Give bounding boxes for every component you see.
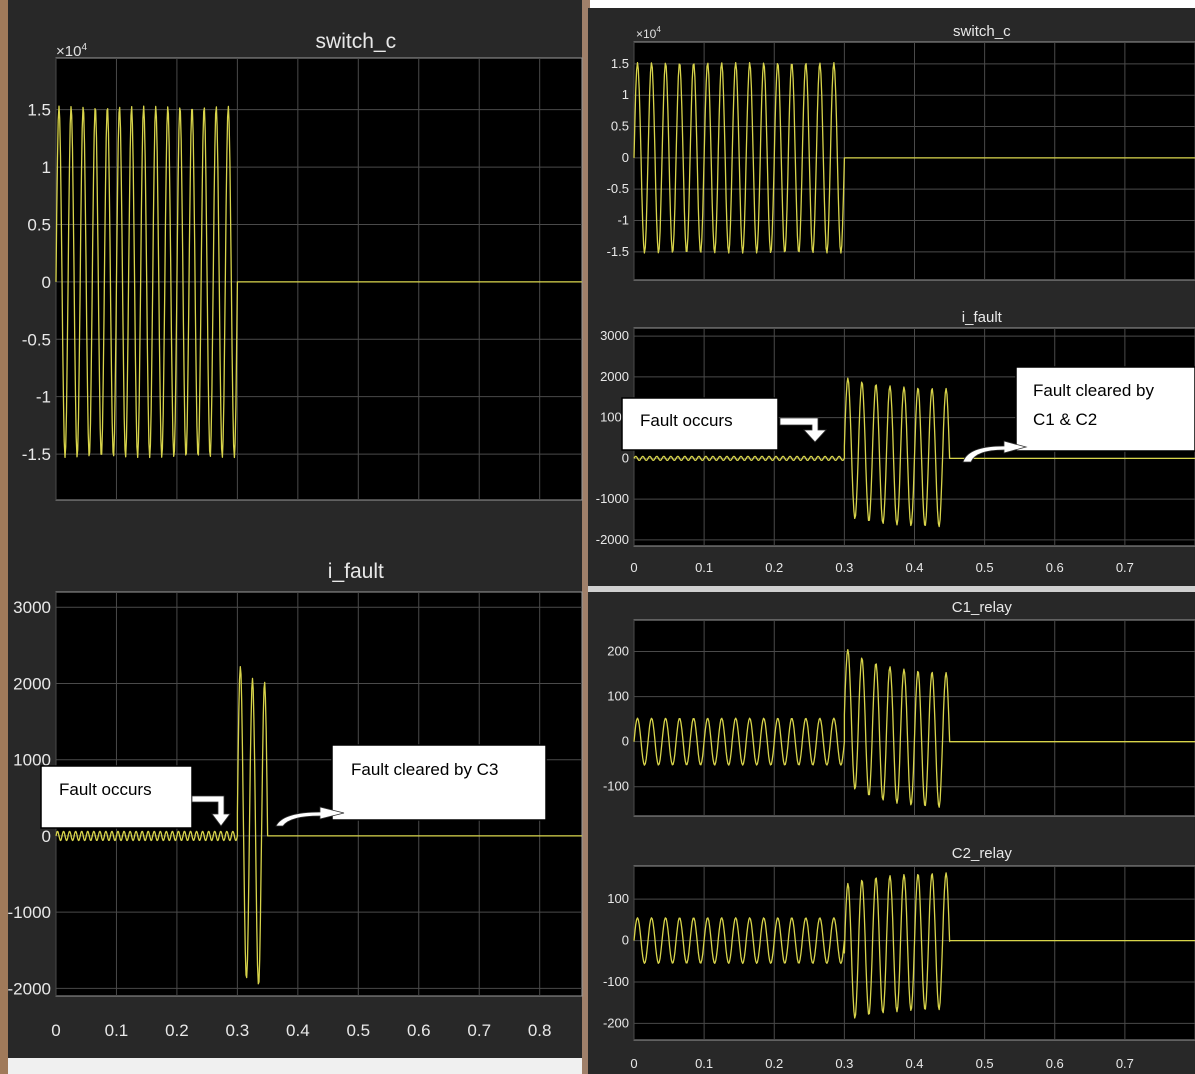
left-switch-c-chart: -1.5 -1 -0.5 0 0.5 1 1.5 switch_c ×104 [22, 30, 583, 501]
right-c2-relay-x-tick-label: 0.1 [695, 1056, 713, 1071]
right-i-fault-x-tick-label: 0 [630, 560, 637, 575]
left-switch-c-plot-area [55, 57, 583, 501]
left-i-fault-x-tick-label: 0.6 [407, 1021, 431, 1040]
right-fault-cleared-arrow-icon [962, 440, 1028, 463]
left-fault-cleared-text: Fault cleared by C3 [351, 760, 498, 779]
right-fault-occurs-box [621, 397, 779, 451]
left-fault-occurs-box [40, 765, 193, 829]
right-switch-c-title: switch_c [953, 23, 1011, 40]
right-i-fault-y-tick-label: 2000 [600, 369, 629, 384]
left-switch-c-y-tick-label: 1 [42, 158, 51, 177]
left-fault-occurs-callout: Fault occurs [40, 765, 193, 829]
left-i-fault-y-tick-label: 1000 [13, 751, 51, 770]
left-i-fault-x-tick-label: 0.8 [528, 1021, 552, 1040]
left-i-fault-y-tick-label: 3000 [13, 598, 51, 617]
right-c2-relay-y-tick-label: 0 [622, 933, 629, 948]
right-c2-relay-x-tick-label: 0 [630, 1056, 637, 1071]
right-i-fault-x-tick-label: 0.2 [765, 560, 783, 575]
right-c2-relay-series-0-trace [633, 872, 1195, 1019]
left-i-fault-x-tick-label: 0.4 [286, 1021, 310, 1040]
right-i-fault-x-tick-label: 0.4 [905, 560, 923, 575]
right-i-fault-x-tick-label: 0.3 [835, 560, 853, 575]
left-switch-c-y-tick-label: 1.5 [27, 101, 51, 120]
left-i-fault-title: i_fault [328, 560, 384, 583]
left-i-fault-series-0-trace [55, 666, 582, 985]
left-switch-c-y-tick-label: 0.5 [27, 215, 51, 234]
left-switch-c-y-tick-label: -1 [36, 388, 51, 407]
right-fault-cleared-text-line1: Fault cleared by [1033, 381, 1154, 400]
right-i-fault-y-tick-label: -1000 [596, 491, 629, 506]
right-c1-relay-title: C1_relay [952, 599, 1013, 616]
left-fault-cleared-box [331, 744, 547, 821]
right-i-fault-x-tick-label: 0.1 [695, 560, 713, 575]
left-i-fault-x-tick-label: 0 [51, 1021, 60, 1040]
left-switch-c-y-tick-label: 0 [42, 273, 51, 292]
left-i-fault-y-tick-label: -1000 [8, 903, 51, 922]
right-switch-c-y-tick-label: -1 [617, 213, 629, 228]
right-i-fault-x-tick-label: 0.5 [976, 560, 994, 575]
left-fault-occurs-text: Fault occurs [59, 780, 152, 799]
right-switch-c-y-tick-label: -1.5 [607, 244, 629, 259]
right-c2-relay-y-tick-label: -200 [603, 1015, 629, 1030]
left-switch-c-exponent-label: ×104 [56, 42, 87, 60]
right-switch-c-y-tick-label: 1 [622, 87, 629, 102]
right-c1-relay-y-tick-label: 200 [607, 644, 629, 659]
left-bottom-strip [8, 1058, 584, 1074]
left-i-fault-x-tick-label: 0.5 [346, 1021, 370, 1040]
right-c2-relay-x-tick-label: 0.7 [1116, 1056, 1134, 1071]
right-fault-occurs-arrow-icon [779, 417, 827, 443]
right-c1-relay-y-tick-label: 100 [607, 689, 629, 704]
right-c2-relay-y-tick-label: 100 [607, 891, 629, 906]
right-fault-occurs-text: Fault occurs [640, 411, 733, 430]
right-c2-relay-title: C2_relay [952, 845, 1013, 862]
right-i-fault-x-tick-label: 0.6 [1046, 560, 1064, 575]
right-switch-c-exponent-label: ×104 [636, 25, 661, 41]
left-i-fault-x-tick-label: 0.1 [105, 1021, 129, 1040]
right-c2-relay-x-tick-label: 0.3 [835, 1056, 853, 1071]
right-i-fault-title: i_fault [962, 309, 1003, 326]
right-fault-cleared-callout: Fault cleared by C1 & C2 [1015, 366, 1195, 452]
left-fault-cleared-arrow-icon [275, 806, 345, 827]
right-c2-relay-chart: 0 0.1 0.2 0.3 0.4 0.5 0.6 0.7 -200 -100 0 100 C2_rel… [603, 845, 1195, 1071]
left-i-fault-x-tick-label: 0.7 [467, 1021, 491, 1040]
left-i-fault-y-tick-label: 0 [42, 827, 51, 846]
right-c1-relay-series-0-trace [633, 648, 1195, 808]
left-fault-cleared-callout: Fault cleared by C3 [331, 744, 547, 821]
right-c2-relay-x-tick-label: 0.2 [765, 1056, 783, 1071]
right-switch-c-y-tick-label: 0.5 [611, 119, 629, 134]
left-fault-occurs-arrow-icon [191, 795, 231, 827]
right-c2-relay-y-tick-label: -100 [603, 974, 629, 989]
right-fault-cleared-text-line2: C1 & C2 [1033, 410, 1097, 429]
left-i-fault-y-tick-label: -2000 [8, 979, 51, 998]
right-fault-occurs-callout: Fault occurs [621, 397, 779, 451]
left-i-fault-x-tick-label: 0.2 [165, 1021, 189, 1040]
left-switch-c-title: switch_c [316, 30, 397, 53]
right-panel-gap [588, 586, 1195, 592]
right-i-fault-x-tick-label: 0.7 [1116, 560, 1134, 575]
right-i-fault-y-tick-label: 0 [622, 450, 629, 465]
right-switch-c-y-tick-label: -0.5 [607, 181, 629, 196]
right-c1-relay-chart: -100 0 100 200 C1_relay [603, 599, 1195, 817]
right-switch-c-y-tick-label: 1.5 [611, 56, 629, 71]
left-switch-c-y-tick-label: -0.5 [22, 330, 51, 349]
right-i-fault-series-0-trace [633, 377, 1195, 528]
left-i-fault-x-tick-label: 0.3 [226, 1021, 250, 1040]
right-switch-c-chart: -1.5 -1 -0.5 0 0.5 1 1.5 switch_c ×104 [607, 23, 1195, 281]
right-fault-cleared-box [1015, 366, 1195, 452]
right-c2-relay-x-tick-label: 0.5 [976, 1056, 994, 1071]
right-c2-relay-x-tick-label: 0.4 [905, 1056, 923, 1071]
right-switch-c-y-tick-label: 0 [622, 150, 629, 165]
right-c1-relay-y-tick-label: -100 [603, 779, 629, 794]
right-switch-c-series-0-trace [633, 62, 1195, 254]
right-c1-relay-y-tick-label: 0 [622, 734, 629, 749]
left-i-fault-y-tick-label: 2000 [13, 674, 51, 693]
right-i-fault-y-tick-label: 3000 [600, 328, 629, 343]
panel-divider [582, 0, 590, 1074]
left-switch-c-y-tick-label: -1.5 [22, 445, 51, 464]
right-c2-relay-x-tick-label: 0.6 [1046, 1056, 1064, 1071]
right-i-fault-y-tick-label: -2000 [596, 532, 629, 547]
left-switch-c-series-0-trace [55, 105, 582, 459]
